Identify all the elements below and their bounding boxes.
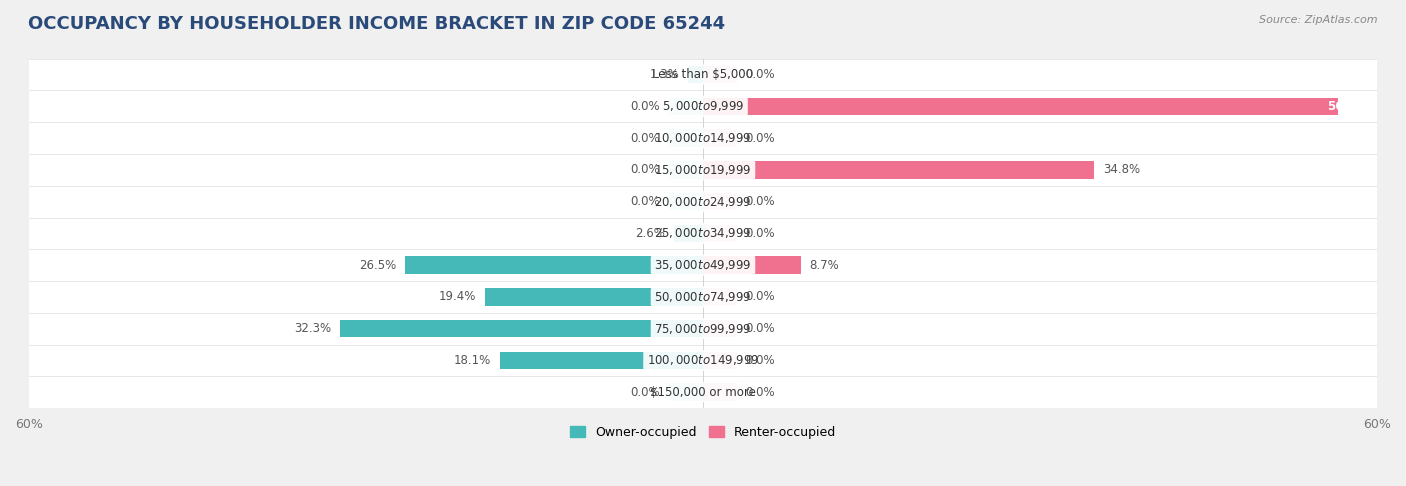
Text: Less than $5,000: Less than $5,000 — [652, 68, 754, 81]
Text: 32.3%: 32.3% — [294, 322, 332, 335]
Bar — [669, 161, 703, 179]
Text: $25,000 to $34,999: $25,000 to $34,999 — [654, 226, 752, 241]
Bar — [340, 320, 703, 337]
Text: 0.0%: 0.0% — [745, 322, 775, 335]
Text: 19.4%: 19.4% — [439, 291, 477, 303]
Text: 0.0%: 0.0% — [631, 163, 661, 176]
Text: 0.0%: 0.0% — [745, 386, 775, 399]
Text: $50,000 to $74,999: $50,000 to $74,999 — [654, 290, 752, 304]
Text: $100,000 to $149,999: $100,000 to $149,999 — [647, 353, 759, 367]
Text: 0.0%: 0.0% — [631, 132, 661, 145]
Text: 0.0%: 0.0% — [631, 100, 661, 113]
Bar — [405, 257, 703, 274]
Text: 26.5%: 26.5% — [359, 259, 396, 272]
Bar — [669, 129, 703, 147]
Text: Source: ZipAtlas.com: Source: ZipAtlas.com — [1260, 15, 1378, 25]
Text: 0.0%: 0.0% — [745, 195, 775, 208]
Bar — [673, 225, 703, 242]
Legend: Owner-occupied, Renter-occupied: Owner-occupied, Renter-occupied — [565, 421, 841, 444]
Bar — [703, 383, 737, 401]
Text: 0.0%: 0.0% — [745, 68, 775, 81]
Text: $35,000 to $49,999: $35,000 to $49,999 — [654, 258, 752, 272]
Text: 2.6%: 2.6% — [636, 227, 665, 240]
Bar — [30, 313, 1376, 345]
Bar — [30, 90, 1376, 122]
Bar — [30, 154, 1376, 186]
Bar — [703, 129, 737, 147]
Bar — [703, 288, 737, 306]
Text: 56.5%: 56.5% — [1327, 100, 1368, 113]
Text: 0.0%: 0.0% — [745, 354, 775, 367]
Bar — [485, 288, 703, 306]
Bar — [30, 218, 1376, 249]
Bar — [669, 383, 703, 401]
Bar — [703, 257, 801, 274]
Text: $150,000 or more: $150,000 or more — [650, 386, 756, 399]
Bar — [30, 345, 1376, 376]
Text: $10,000 to $14,999: $10,000 to $14,999 — [654, 131, 752, 145]
Bar — [703, 161, 1094, 179]
Bar — [703, 66, 737, 84]
Text: $15,000 to $19,999: $15,000 to $19,999 — [654, 163, 752, 177]
Text: 18.1%: 18.1% — [453, 354, 491, 367]
Bar — [499, 352, 703, 369]
Text: OCCUPANCY BY HOUSEHOLDER INCOME BRACKET IN ZIP CODE 65244: OCCUPANCY BY HOUSEHOLDER INCOME BRACKET … — [28, 15, 725, 33]
Bar — [30, 281, 1376, 313]
Bar — [30, 59, 1376, 90]
Text: $20,000 to $24,999: $20,000 to $24,999 — [654, 194, 752, 208]
Text: $5,000 to $9,999: $5,000 to $9,999 — [662, 99, 744, 113]
Bar — [30, 376, 1376, 408]
Bar — [689, 66, 703, 84]
Bar — [30, 186, 1376, 218]
Bar — [669, 193, 703, 210]
Bar — [30, 122, 1376, 154]
Text: 34.8%: 34.8% — [1102, 163, 1140, 176]
Bar — [669, 98, 703, 115]
Text: 1.3%: 1.3% — [650, 68, 679, 81]
Bar — [703, 98, 1337, 115]
Bar — [30, 249, 1376, 281]
Text: 0.0%: 0.0% — [631, 386, 661, 399]
Text: 0.0%: 0.0% — [745, 291, 775, 303]
Text: $75,000 to $99,999: $75,000 to $99,999 — [654, 322, 752, 336]
Text: 0.0%: 0.0% — [745, 227, 775, 240]
Text: 0.0%: 0.0% — [745, 132, 775, 145]
Text: 8.7%: 8.7% — [810, 259, 839, 272]
Text: 0.0%: 0.0% — [631, 195, 661, 208]
Bar — [703, 352, 737, 369]
Bar — [703, 320, 737, 337]
Bar — [703, 225, 737, 242]
Bar — [703, 193, 737, 210]
